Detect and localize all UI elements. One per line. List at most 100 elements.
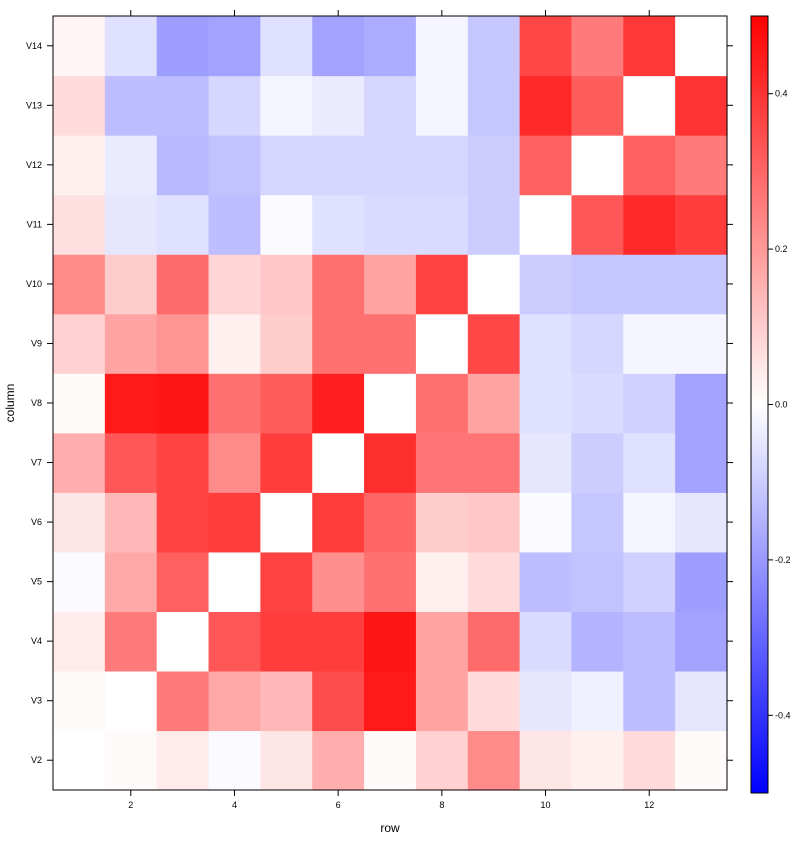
heatmap-cell-V11-13: [675, 194, 728, 255]
heatmap-cell-V9-4: [208, 313, 261, 374]
heatmap-cell-V11-7: [364, 194, 417, 255]
heatmap-cell-V6-4: [208, 492, 261, 553]
heatmap-cell-V4-13: [675, 611, 728, 672]
heatmap-cell-V5-8: [415, 551, 469, 612]
heatmap-cell-V9-12: [623, 313, 676, 374]
heatmap-cell-V4-7: [364, 611, 417, 672]
heatmap-cell-V6-3: [156, 492, 210, 553]
heatmap-cell-V5-13: [675, 551, 728, 612]
heatmap-cell-V14-5: [260, 16, 313, 77]
heatmap-cell-V4-9: [467, 611, 521, 672]
heatmap-cell-V13-5: [260, 75, 313, 136]
heatmap-cell-V11-10: [519, 194, 573, 255]
heatmap-cell-V3-9: [467, 670, 521, 732]
heatmap-cell-V11-11: [571, 194, 624, 255]
y-tick-label: V11: [27, 219, 42, 229]
heatmap-cell-V8-2: [104, 373, 158, 434]
heatmap-cell-V14-4: [208, 16, 261, 77]
heatmap-cell-V5-11: [571, 551, 624, 612]
heatmap-cell-V10-7: [364, 254, 417, 315]
heatmap-cell-V7-1: [53, 432, 106, 493]
heatmap-cell-V12-11: [571, 135, 624, 196]
heatmap-cell-V10-13: [675, 254, 728, 315]
heatmap-cell-V2-5: [260, 730, 313, 791]
heatmap-cell-V7-6: [312, 432, 365, 493]
heatmap-cell-V14-11: [571, 16, 624, 77]
heatmap-cell-V3-4: [208, 670, 261, 732]
heatmap-cell-V11-9: [467, 194, 521, 255]
heatmap-cell-V2-13: [675, 730, 728, 791]
heatmap-cell-V6-8: [415, 492, 469, 553]
heatmap-cell-V3-11: [571, 670, 624, 732]
heatmap-cell-V9-1: [53, 313, 106, 374]
colorbar-tick-label: 0.2: [775, 244, 788, 254]
heatmap-cell-V13-13: [675, 75, 728, 136]
heatmap-cell-V11-3: [156, 194, 210, 255]
heatmap-cell-V2-9: [467, 730, 521, 791]
x-tick-label: 8: [439, 800, 444, 810]
heatmap-cells: [53, 16, 728, 791]
heatmap-cell-V12-6: [312, 135, 365, 196]
heatmap-cell-V6-6: [312, 492, 365, 553]
heatmap-cell-V8-5: [260, 373, 313, 434]
colorbar-tick-label: -0.2: [775, 555, 791, 565]
heatmap-cell-V5-10: [519, 551, 573, 612]
heatmap-cell-V14-13: [675, 16, 728, 77]
heatmap-cell-V2-4: [208, 730, 261, 791]
x-axis-title: row: [380, 821, 400, 835]
heatmap-cell-V6-1: [53, 492, 106, 553]
heatmap-cell-V7-10: [519, 432, 573, 493]
heatmap-cell-V8-10: [519, 373, 573, 434]
heatmap-cell-V12-10: [519, 135, 573, 196]
heatmap-cell-V3-3: [156, 670, 210, 732]
heatmap-cell-V11-12: [623, 194, 676, 255]
heatmap-cell-V13-1: [53, 75, 106, 136]
y-tick-label: V14: [26, 41, 42, 51]
heatmap-cell-V7-13: [675, 432, 728, 493]
heatmap-cell-V8-12: [623, 373, 676, 434]
heatmap-cell-V7-5: [260, 432, 313, 493]
heatmap-cell-V12-8: [415, 135, 469, 196]
heatmap-cell-V5-1: [53, 551, 106, 612]
heatmap-cell-V4-8: [415, 611, 469, 672]
heatmap-cell-V3-1: [53, 670, 106, 732]
heatmap-cell-V5-7: [364, 551, 417, 612]
heatmap-cell-V10-11: [571, 254, 624, 315]
heatmap-cell-V10-4: [208, 254, 261, 315]
heatmap-cell-V2-2: [104, 730, 158, 791]
heatmap-cell-V13-3: [156, 75, 210, 136]
heatmap-cell-V11-5: [260, 194, 313, 255]
heatmap-cell-V13-6: [312, 75, 365, 136]
heatmap-cell-V5-3: [156, 551, 210, 612]
heatmap-cell-V10-10: [519, 254, 573, 315]
heatmap-cell-V14-2: [104, 16, 158, 77]
heatmap-cell-V4-11: [571, 611, 624, 672]
x-tick-label: 6: [336, 800, 341, 810]
colorbar-ticks: -0.4 -0.2 0.0 0.2 0.4: [768, 89, 791, 720]
heatmap-cell-V3-12: [623, 670, 676, 732]
heatmap-cell-V6-2: [104, 492, 158, 553]
x-tick-label: 4: [232, 800, 237, 810]
heatmap-cell-V10-6: [312, 254, 365, 315]
heatmap-cell-V9-10: [519, 313, 573, 374]
y-tick-label: V4: [31, 636, 42, 646]
heatmap-cell-V6-12: [623, 492, 676, 553]
heatmap-cell-V12-13: [675, 135, 728, 196]
heatmap-cell-V12-9: [467, 135, 521, 196]
heatmap-cell-V10-3: [156, 254, 210, 315]
heatmap-cell-V4-2: [104, 611, 158, 672]
heatmap-cell-V8-3: [156, 373, 210, 434]
heatmap-cell-V10-12: [623, 254, 676, 315]
y-tick-label: V13: [26, 100, 42, 110]
heatmap-cell-V2-10: [519, 730, 573, 791]
heatmap-cell-V5-5: [260, 551, 313, 612]
heatmap-cell-V7-4: [208, 432, 261, 493]
heatmap-cell-V8-11: [571, 373, 624, 434]
heatmap-cell-V14-10: [519, 16, 573, 77]
y-tick-label: V9: [31, 338, 42, 348]
y-tick-label: V8: [31, 398, 42, 408]
y-axis-title: column: [3, 384, 17, 423]
colorbar: [750, 15, 769, 794]
heatmap-cell-V12-3: [156, 135, 210, 196]
